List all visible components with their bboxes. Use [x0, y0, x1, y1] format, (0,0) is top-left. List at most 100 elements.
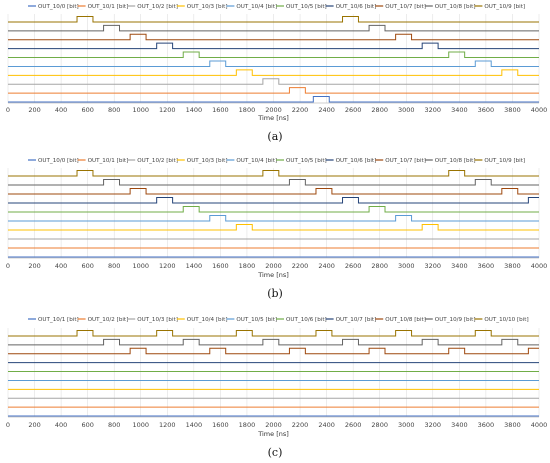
x-tick-label: 2800 [371, 421, 388, 429]
x-tick-label: 2400 [318, 106, 335, 114]
x-tick-label: 3400 [451, 262, 468, 270]
legend-entry: OUT_10/8 [bit] [435, 158, 476, 164]
x-tick-label: 1600 [212, 262, 229, 270]
legend-entry: OUT_10/4 [bit] [236, 158, 277, 164]
x-tick-label: 1800 [239, 421, 256, 429]
legend-entry: OUT_10/9 [bit] [484, 158, 525, 164]
x-tick-label: 2800 [371, 106, 388, 114]
legend-entry: OUT_10/9 [bit] [435, 317, 476, 323]
x-tick-label: 1000 [132, 421, 149, 429]
x-tick-label: 1400 [186, 106, 203, 114]
x-tick-label: 3600 [478, 262, 495, 270]
x-tick-label: 1000 [132, 106, 149, 114]
x-tick-label: 600 [81, 262, 93, 270]
series-line-7 [8, 347, 539, 355]
series-line-4 [8, 60, 539, 67]
x-tick-label: 2200 [292, 106, 309, 114]
x-tick-label: 3800 [504, 262, 521, 270]
panel-label: (b) [267, 287, 283, 300]
x-tick-label: 3600 [478, 421, 495, 429]
chart-panel-0: 0 200 400 600 800 1000 1200 1400 1600 1800 2000 220… [6, 4, 547, 143]
series-line-8 [8, 338, 539, 346]
legend-entry: OUT_10/5 [bit] [286, 4, 327, 10]
series-line-5 [8, 206, 539, 213]
x-tick-label: 2200 [292, 421, 309, 429]
series-line-4 [8, 215, 539, 222]
series-line-2 [8, 78, 539, 85]
x-tick-label: 200 [28, 106, 40, 114]
x-tick-label: 1200 [159, 262, 176, 270]
x-tick-label: 800 [108, 106, 120, 114]
legend-entry: OUT_10/3 [bit] [137, 317, 178, 323]
legend-entry: OUT_10/7 [bit] [385, 158, 426, 164]
legend-entry: OUT_10/7 [bit] [385, 4, 426, 10]
x-tick-label: 3600 [478, 106, 495, 114]
legend-entry: OUT_10/4 [bit] [236, 4, 277, 10]
x-tick-label: 1400 [186, 421, 203, 429]
x-tick-label: 400 [55, 421, 67, 429]
legend-entry: OUT_10/2 [bit] [137, 4, 178, 10]
legend-entry: OUT_10/4 [bit] [187, 317, 228, 323]
x-tick-label: 800 [108, 421, 120, 429]
x-tick-label: 2000 [265, 106, 282, 114]
x-tick-label: 1800 [239, 262, 256, 270]
series-line-6 [8, 42, 539, 50]
legend-entry: OUT_10/5 [bit] [286, 158, 327, 164]
x-tick-label: 1400 [186, 262, 203, 270]
series-line-8 [8, 179, 539, 186]
legend-entry: OUT_10/2 [bit] [88, 317, 129, 323]
x-tick-label: 4000 [531, 106, 548, 114]
x-tick-label: 3800 [504, 421, 521, 429]
panel-label: (a) [267, 130, 282, 143]
series-line-7 [8, 33, 539, 41]
x-tick-label: 3200 [425, 106, 442, 114]
x-tick-label: 1200 [159, 106, 176, 114]
x-tick-label: 0 [6, 106, 10, 114]
x-tick-label: 2000 [265, 421, 282, 429]
series-line-9 [8, 16, 539, 23]
chart-panel-1: 0 200 400 600 800 1000 1200 1400 1600 1800 2000 220… [6, 158, 547, 300]
legend-entry: OUT_10/6 [bit] [286, 317, 327, 323]
legend-entry: OUT_10/1 [bit] [88, 158, 129, 164]
series-line-7 [8, 188, 539, 195]
x-tick-label: 600 [81, 421, 93, 429]
series-line-1 [8, 87, 539, 94]
x-tick-label: 1200 [159, 421, 176, 429]
legend-entry: OUT_10/3 [bit] [187, 158, 228, 164]
x-tick-label: 200 [28, 262, 40, 270]
x-tick-label: 3000 [398, 421, 415, 429]
x-tick-label: 2200 [292, 262, 309, 270]
x-tick-label: 3400 [451, 106, 468, 114]
legend-entry: OUT_10/10 [bit] [484, 317, 528, 323]
legend-entry: OUT_10/8 [bit] [435, 4, 476, 10]
legend-entry: OUT_10/7 [bit] [336, 317, 377, 323]
series-line-9 [8, 170, 539, 177]
x-tick-label: 200 [28, 421, 40, 429]
x-tick-label: 800 [108, 262, 120, 270]
x-tick-label: 2000 [265, 262, 282, 270]
x-tick-label: 3800 [504, 106, 521, 114]
legend-entry: OUT_10/9 [bit] [484, 4, 525, 10]
legend-entry: OUT_10/6 [bit] [336, 158, 377, 164]
series-line-8 [8, 24, 539, 32]
x-tick-label: 3200 [425, 262, 442, 270]
chart-panel-2: 0 200 400 600 800 1000 1200 1400 1600 1800 2000 220… [6, 317, 547, 459]
x-tick-label: 1600 [212, 421, 229, 429]
x-tick-label: 1600 [212, 106, 229, 114]
x-tick-label: 2400 [318, 421, 335, 429]
x-tick-label: 3000 [398, 262, 415, 270]
x-tick-label: 4000 [531, 262, 548, 270]
series-line-3 [8, 69, 539, 76]
x-tick-label: 0 [6, 421, 10, 429]
legend-entry: OUT_10/0 [bit] [38, 158, 79, 164]
x-tick-label: 2600 [345, 421, 362, 429]
legend-entry: OUT_10/8 [bit] [385, 317, 426, 323]
legend-entry: OUT_10/2 [bit] [137, 158, 178, 164]
series-line-5 [8, 51, 539, 59]
x-tick-label: 1000 [132, 262, 149, 270]
legend-entry: OUT_10/5 [bit] [236, 317, 277, 323]
series-line-6 [8, 197, 539, 204]
x-axis-label: Time [ns] [257, 430, 289, 438]
x-tick-label: 400 [55, 262, 67, 270]
